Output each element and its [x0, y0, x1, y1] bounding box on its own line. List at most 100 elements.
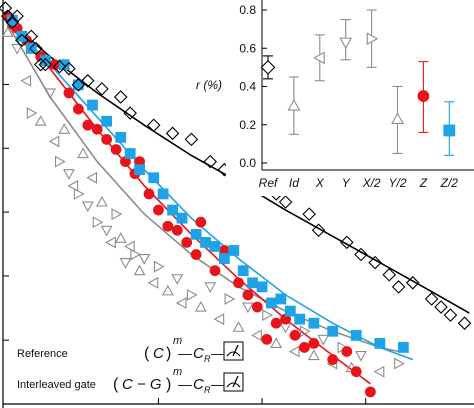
seq-paren-close: )	[166, 345, 171, 362]
data-point	[101, 115, 113, 127]
data-point	[81, 74, 95, 88]
data-point	[224, 293, 236, 305]
data-point	[368, 255, 382, 270]
seq-paren-open: (	[144, 345, 150, 362]
data-point	[100, 225, 113, 237]
data-point	[181, 236, 193, 248]
data-point	[308, 317, 320, 329]
value-marker	[260, 59, 276, 75]
data-point	[270, 317, 282, 329]
data-point	[105, 236, 116, 249]
data-point	[327, 325, 339, 337]
data-point	[327, 354, 339, 365]
value-marker	[366, 32, 379, 46]
data-point	[62, 61, 76, 76]
seq-wire: —	[211, 345, 225, 361]
y-tick-label: 0.4	[239, 80, 256, 94]
data-point	[48, 135, 60, 148]
seq-exponent: m	[173, 335, 182, 347]
data-point	[87, 99, 98, 111]
seq-exponent: m	[173, 366, 182, 378]
data-point	[167, 204, 178, 216]
category-label: Z/2	[440, 176, 459, 190]
inset-background	[226, 0, 474, 196]
data-point	[307, 349, 320, 361]
y-tick-label: 0.0	[239, 156, 256, 170]
data-point	[288, 345, 300, 358]
data-point	[195, 216, 207, 228]
data-point	[92, 216, 104, 229]
data-point	[294, 313, 306, 325]
seq-wire: —	[178, 345, 192, 361]
data-point	[233, 277, 244, 289]
data-point	[153, 260, 165, 273]
data-point	[134, 164, 145, 176]
legend-label-reference: Reference	[17, 348, 68, 360]
data-point	[443, 308, 458, 322]
data-point	[146, 118, 161, 133]
seq-recovery: C	[193, 345, 204, 362]
data-point	[133, 264, 146, 276]
category-label: X/2	[362, 176, 381, 190]
value-marker	[417, 90, 430, 102]
data-point	[341, 346, 353, 357]
data-point	[350, 366, 362, 378]
data-point	[0, 9, 15, 23]
data-point	[299, 342, 310, 353]
data-point	[374, 337, 386, 349]
data-point	[138, 254, 151, 265]
data-point	[81, 201, 94, 213]
category-label: Y/2	[388, 176, 406, 190]
inset-y-label: r (%)	[196, 78, 222, 92]
data-point	[114, 232, 127, 243]
data-point	[251, 329, 262, 342]
data-point	[209, 241, 221, 252]
legend: Reference Interleaved gate ( C ) m — C R…	[17, 335, 244, 395]
data-point	[203, 154, 218, 169]
data-point	[95, 195, 108, 207]
data-point	[218, 253, 230, 264]
data-point	[302, 207, 316, 221]
data-point	[171, 224, 183, 236]
data-point	[124, 240, 135, 253]
data-point	[71, 78, 86, 92]
data-point	[391, 280, 406, 294]
data-point	[52, 59, 67, 74]
seq-recovery-sub: R	[204, 354, 211, 364]
data-point	[82, 119, 94, 131]
data-point	[299, 325, 311, 338]
data-point	[228, 245, 240, 256]
data-point	[143, 188, 155, 200]
data-point	[171, 274, 184, 285]
data-point	[350, 329, 362, 341]
data-point	[382, 267, 396, 282]
data-point	[101, 133, 113, 145]
category-label: Z	[419, 176, 428, 190]
data-point	[242, 289, 254, 301]
data-point	[147, 276, 159, 289]
seq-paren-close: )	[166, 376, 171, 393]
data-point	[24, 29, 39, 44]
inset-x-ticks: Ref Id X Y X/2 Y/2 Z Z/2	[259, 176, 459, 190]
meter-icon	[223, 372, 244, 392]
category-label: Id	[289, 176, 299, 190]
data-point	[340, 235, 354, 250]
data-point	[44, 88, 57, 100]
data-point	[95, 82, 109, 96]
data-point	[275, 293, 287, 305]
data-point	[237, 265, 249, 277]
category-label: Ref	[259, 176, 279, 190]
legend-label-interleaved: Interleaved gate	[17, 379, 96, 391]
data-point	[262, 309, 273, 322]
value-marker	[313, 51, 325, 65]
data-point	[0, 1, 13, 15]
data-point	[58, 123, 71, 134]
data-point	[355, 350, 367, 362]
data-point	[311, 223, 326, 238]
data-point	[34, 115, 47, 126]
data-point	[124, 148, 136, 159]
data-point	[424, 292, 439, 306]
data-point	[241, 302, 254, 314]
data-point	[73, 187, 85, 200]
data-point	[397, 342, 409, 353]
